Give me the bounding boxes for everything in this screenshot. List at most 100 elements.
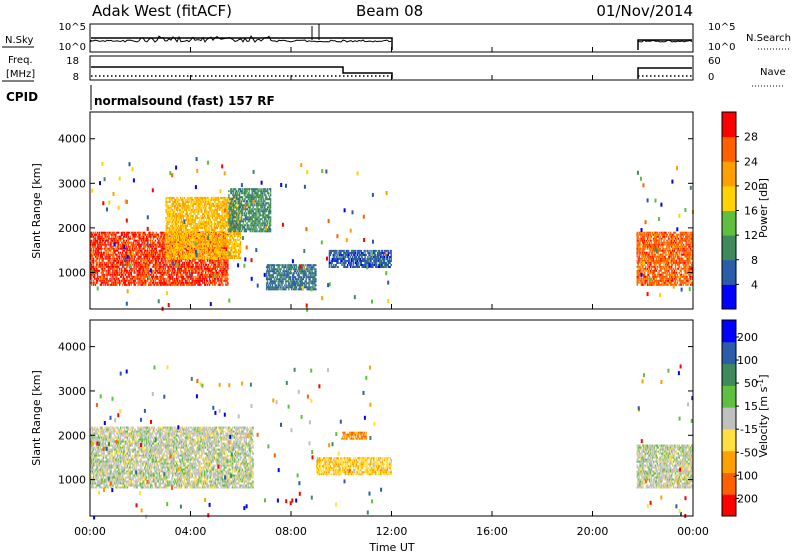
- echo-cell: [217, 259, 219, 262]
- echo-cell: [113, 235, 115, 238]
- echo-cell: [205, 206, 207, 209]
- echo-cell: [217, 247, 219, 249]
- echo-cell: [163, 247, 165, 250]
- echo-cell: [143, 273, 145, 276]
- echo-cell: [160, 231, 162, 234]
- echo-cell: [132, 243, 134, 246]
- echo-cell: [144, 273, 146, 276]
- echo-cell: [202, 233, 204, 236]
- echo-cell: [151, 265, 154, 268]
- echo-cell: [120, 247, 122, 250]
- echo-cell: [185, 245, 188, 247]
- echo-cell: [175, 245, 177, 248]
- echo-cell: [231, 202, 233, 205]
- echo-cell: [232, 257, 234, 260]
- echo-cell: [208, 277, 211, 280]
- echo-cell: [157, 267, 159, 270]
- echo-cell: [115, 265, 117, 268]
- echo-cell: [103, 273, 105, 276]
- echo-cell: [140, 259, 142, 262]
- echo-cell: [211, 243, 214, 245]
- echo-cell: [109, 243, 111, 246]
- echo-cell: [134, 235, 136, 238]
- echo-cell: [178, 247, 181, 249]
- echo-cell: [206, 255, 209, 258]
- echo-cell: [154, 247, 157, 250]
- echo-cell: [232, 200, 234, 203]
- echo-cell: [210, 269, 213, 272]
- echo-cell: [128, 247, 131, 250]
- echo-cell: [171, 265, 173, 268]
- echo-cell: [99, 247, 102, 250]
- echo-cell: [221, 247, 223, 250]
- echo-cell: [221, 233, 223, 235]
- echo-cell: [194, 253, 196, 256]
- echo-cell: [142, 263, 144, 266]
- echo-cell: [167, 206, 169, 209]
- echo-cell: [211, 215, 214, 217]
- echo-cell: [122, 239, 125, 242]
- echo-cell: [181, 221, 184, 223]
- echo-cell: [222, 217, 224, 219]
- echo-cell: [142, 269, 144, 272]
- echo-cell: [128, 275, 131, 278]
- echo-cell: [187, 198, 189, 201]
- echo-cell: [129, 241, 131, 244]
- echo-cell: [235, 230, 237, 233]
- echo-cell: [142, 267, 144, 270]
- echo-cell: [220, 204, 222, 207]
- echo-cell: [112, 231, 114, 234]
- echo-cell: [148, 233, 150, 236]
- echo-cell: [160, 263, 162, 266]
- echo-cell: [113, 239, 115, 242]
- echo-cell: [212, 245, 215, 247]
- echo-cell: [213, 247, 216, 250]
- echo-cell: [205, 273, 207, 276]
- echo-cell: [144, 245, 146, 248]
- echo-cell: [223, 263, 225, 266]
- echo-cell: [200, 237, 202, 240]
- echo-cell: [216, 239, 218, 242]
- echo-cell: [91, 233, 94, 236]
- echo-cell: [96, 261, 99, 264]
- echo-cell: [225, 245, 227, 248]
- echo-cell: [209, 200, 212, 203]
- echo-cell: [209, 271, 212, 274]
- echo-cell: [178, 239, 181, 242]
- freq-left-tick-bottom: 8: [73, 72, 79, 83]
- echo-cell: [91, 283, 93, 286]
- echo-cell: [91, 257, 93, 260]
- echo-cell: [197, 281, 199, 284]
- echo-cell: [186, 235, 188, 237]
- echo-cell: [191, 217, 193, 219]
- echo-cell: [227, 259, 229, 262]
- echo-cell: [169, 239, 171, 241]
- echo-cell: [136, 257, 138, 260]
- echo-cell: [137, 231, 139, 234]
- echo-cell: [113, 281, 115, 284]
- echo-cell: [226, 279, 228, 282]
- echo-cell: [217, 253, 219, 256]
- echo-cell: [139, 267, 141, 270]
- echo-cell: [172, 217, 174, 219]
- echo-cell: [206, 273, 209, 276]
- echo-cell: [177, 229, 180, 231]
- echo-cell: [118, 247, 120, 250]
- echo-cell: [201, 257, 203, 260]
- echo-cell: [200, 239, 202, 241]
- echo-cell: [180, 227, 183, 229]
- echo-cell: [214, 259, 217, 262]
- echo-cell: [100, 281, 102, 284]
- echo-cell: [180, 257, 183, 260]
- echo-cell: [186, 206, 188, 209]
- echo-cell: [165, 279, 167, 282]
- echo-cell: [129, 245, 131, 248]
- echo-cell: [131, 269, 133, 272]
- echo-cell: [224, 269, 226, 272]
- echo-cell: [189, 277, 191, 280]
- echo-cell: [120, 243, 122, 246]
- echo-cell: [121, 245, 124, 248]
- echo-cell: [118, 255, 120, 258]
- echo-cell: [204, 196, 206, 199]
- echo-cell: [218, 233, 220, 235]
